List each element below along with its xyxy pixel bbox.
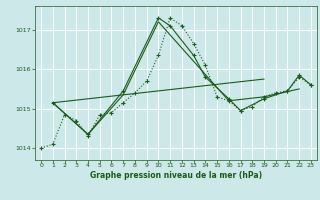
X-axis label: Graphe pression niveau de la mer (hPa): Graphe pression niveau de la mer (hPa) xyxy=(90,171,262,180)
